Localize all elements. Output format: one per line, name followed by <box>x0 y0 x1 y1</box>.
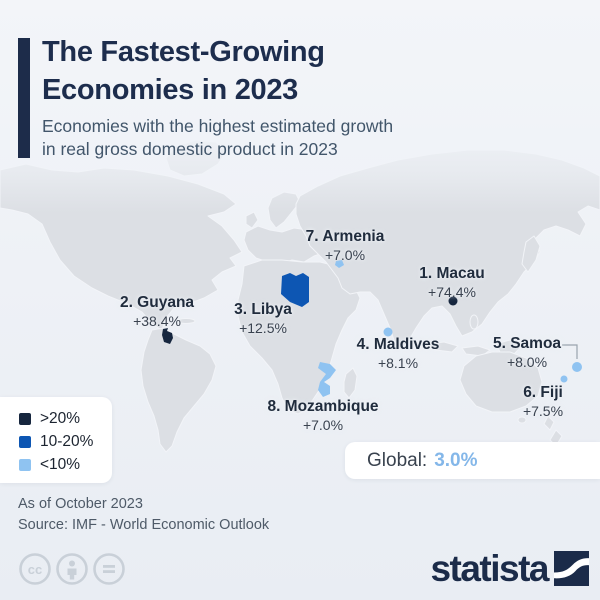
source-note: Source: IMF - World Economic Outlook <box>18 517 270 533</box>
map-label-mozambique: 8. Mozambique +7.0% <box>267 398 379 434</box>
statista-branding[interactable]: statista <box>430 547 589 589</box>
map-label-guyana: 2. Guyana +38.4% <box>119 294 195 330</box>
landmass-madagascar <box>343 367 358 399</box>
legend-item-gt20: >20% <box>19 408 112 430</box>
country-value: +12.5% <box>239 320 287 336</box>
map-dot-maldives <box>383 327 393 337</box>
statista-logo-mark <box>554 551 589 586</box>
country-value: +7.0% <box>324 247 366 263</box>
as-of-note: As of October 2023 <box>18 496 143 512</box>
map-region-libya <box>281 273 309 307</box>
map-dot-samoa <box>572 362 582 372</box>
equals-no-derivatives-icon[interactable] <box>92 552 126 586</box>
page-title-line1: The Fastest-Growing <box>42 36 325 68</box>
map-dot-macau <box>448 296 458 306</box>
landmass-uk <box>245 211 259 229</box>
legend-item-10-20: 10-20% <box>19 431 112 453</box>
country-name: 7. Armenia <box>305 228 385 245</box>
page-subtitle-line1: Economies with the highest estimated gro… <box>42 116 394 136</box>
title-accent-bar <box>18 38 30 158</box>
map-region-guyana <box>162 328 173 344</box>
global-value: 3.0% <box>434 449 478 471</box>
attribution-person-icon[interactable] <box>55 552 89 586</box>
global-label: Global: <box>367 449 428 471</box>
page-title-line2: Economies in 2023 <box>42 74 299 106</box>
svg-text:cc: cc <box>28 562 42 577</box>
license-icons: cc <box>18 552 126 586</box>
page-subtitle: Economies with the highest estimated gro… <box>42 115 393 161</box>
country-name: 4. Maldives <box>356 336 440 353</box>
map-label-maldives: 4. Maldives +8.1% <box>356 336 440 372</box>
landmass-philippines <box>469 314 479 330</box>
legend-label: >20% <box>40 410 81 427</box>
map-region-armenia <box>335 260 344 268</box>
country-value: +74.4% <box>428 284 476 300</box>
landmass-scandinavia <box>267 191 301 229</box>
global-growth-pill: Global: 3.0% <box>345 442 600 479</box>
landmass-tasmania <box>517 416 527 424</box>
samoa-connector-line <box>562 344 578 359</box>
legend: >20% 10-20% <10% <box>0 397 112 483</box>
page-title: The Fastest-Growing Economies in 2023 <box>42 33 325 109</box>
country-name: 6. Fiji <box>523 384 563 401</box>
legend-item-lt10: <10% <box>19 454 112 476</box>
statista-wordmark: statista <box>430 547 549 589</box>
country-name: 8. Mozambique <box>267 398 379 415</box>
map-dot-fiji <box>560 375 568 383</box>
country-name: 2. Guyana <box>119 294 195 311</box>
landmass-australia <box>459 351 543 413</box>
country-name: 1. Macau <box>419 265 485 282</box>
landmass-indonesia-1 <box>427 341 459 353</box>
legend-label: <10% <box>40 456 81 473</box>
landmass-japan <box>521 235 541 273</box>
map-label-macau: 1. Macau +74.4% <box>419 265 485 301</box>
map-label-armenia: 7. Armenia +7.0% <box>305 228 385 264</box>
landmass-new-guinea <box>495 339 523 355</box>
country-value: +8.0% <box>506 354 548 370</box>
landmass-new-zealand-north <box>543 415 555 431</box>
landmass-south-america <box>140 327 217 453</box>
map-label-fiji: 6. Fiji +7.5% <box>522 384 564 420</box>
legend-swatch-medium-blue <box>19 436 31 448</box>
country-value: +8.1% <box>377 355 419 371</box>
legend-swatch-dark-navy <box>19 413 31 425</box>
legend-swatch-light-blue <box>19 459 31 471</box>
country-name: 3. Libya <box>234 301 292 318</box>
country-name: 5. Samoa <box>492 335 562 352</box>
map-region-mozambique <box>318 362 336 397</box>
cc-icon[interactable]: cc <box>18 552 52 586</box>
landmass-caribbean <box>176 318 196 324</box>
map-label-libya: 3. Libya +12.5% <box>234 301 292 337</box>
map-label-samoa: 5. Samoa +8.0% <box>492 335 562 371</box>
country-value: +7.0% <box>302 417 344 433</box>
country-value: +38.4% <box>133 313 181 329</box>
legend-label: 10-20% <box>40 433 94 450</box>
country-value: +7.5% <box>522 403 564 419</box>
page-subtitle-line2: in real gross domestic product in 2023 <box>42 139 338 159</box>
